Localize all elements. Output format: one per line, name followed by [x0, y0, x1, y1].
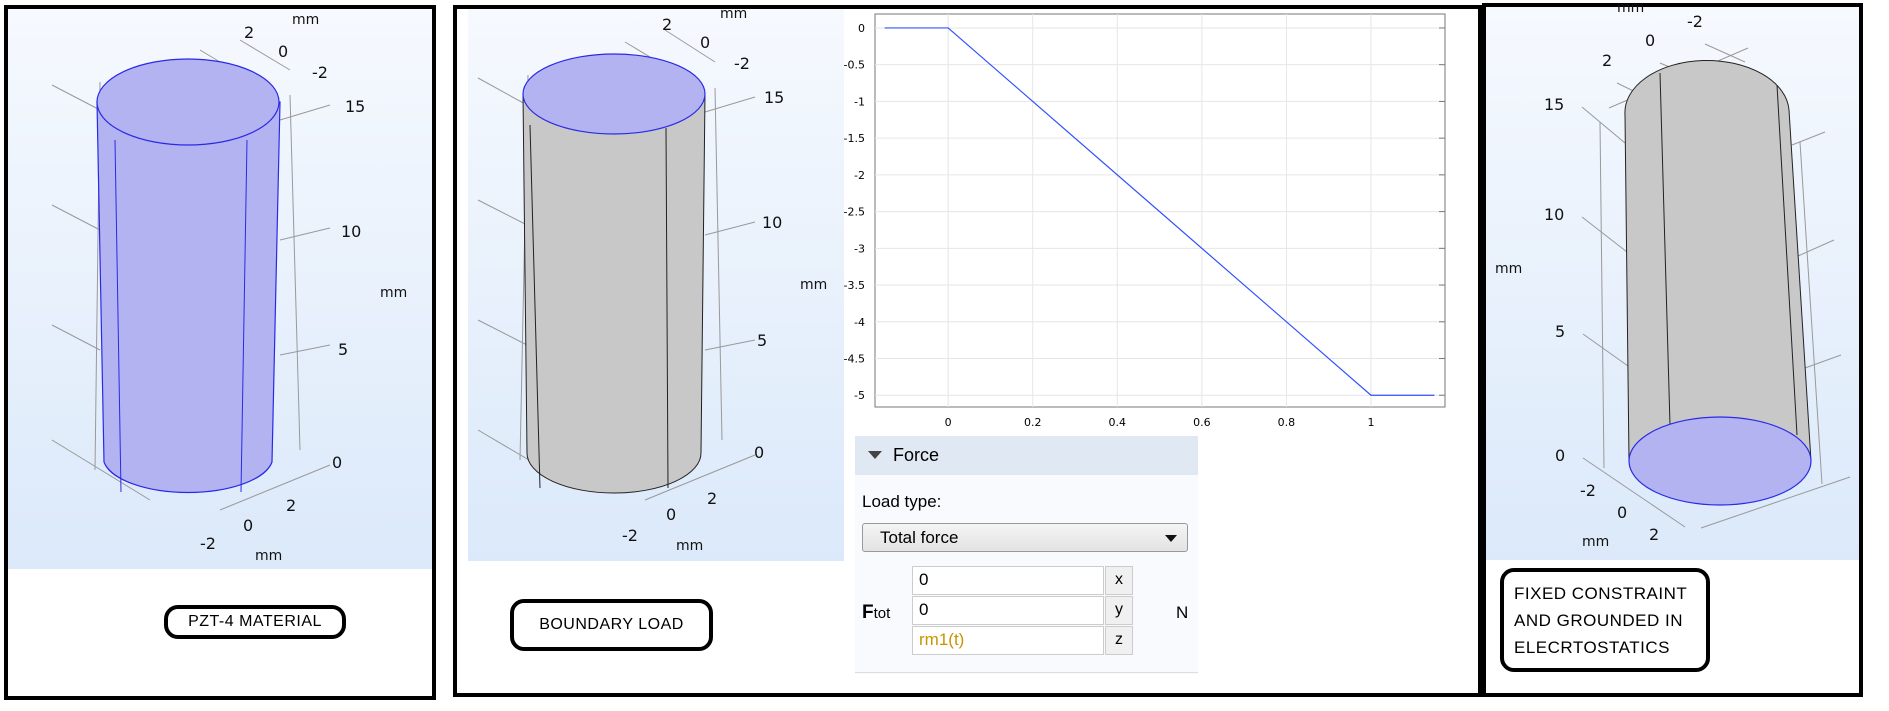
axis-tick: -2 [1687, 12, 1703, 31]
axis-tick: 0 [700, 33, 710, 52]
y-tick-label: -1 [854, 95, 865, 108]
component-label-z: z [1105, 626, 1133, 655]
y-tick-label: -2.5 [844, 206, 865, 219]
load-type-select[interactable]: Total force [862, 523, 1188, 552]
top-face-selected[interactable] [522, 53, 706, 135]
x-tick-label: 0.8 [1278, 416, 1296, 429]
axis-tick: 2 [1602, 51, 1612, 70]
force-z-input[interactable]: rm1(t) [912, 626, 1104, 655]
axis-unit: mm [1495, 261, 1522, 277]
x-tick-label: 0.2 [1024, 416, 1042, 429]
x-tick-label: 0 [945, 416, 952, 429]
force-y-input[interactable]: 0 [912, 596, 1104, 625]
y-tick-label: -1.5 [844, 132, 865, 145]
axis-tick: 0 [666, 505, 676, 524]
y-tick-label: 0 [858, 22, 865, 35]
y-tick-label: -4 [854, 316, 865, 329]
axis-tick: 5 [1555, 322, 1565, 341]
axis-tick: 2 [662, 15, 672, 34]
label-boundary-load: BOUNDARY LOAD [510, 599, 713, 651]
collapse-triangle-icon[interactable] [868, 451, 882, 459]
graphics-view-boundary-load[interactable]: mm 2 0 -2 15 10 5 0 mm 2 0 -2 mm [468, 6, 844, 561]
axis-tick: -2 [622, 526, 638, 545]
axis-unit: mm [1582, 534, 1609, 550]
y-tick-label: -3.5 [844, 279, 865, 292]
label-line: FIXED CONSTRAINT [1514, 583, 1688, 603]
axis-tick: -2 [200, 534, 216, 553]
axis-tick: 2 [707, 489, 717, 508]
section-title: Force [893, 445, 940, 465]
axis-unit: mm [720, 6, 747, 22]
axis-tick: -2 [734, 54, 750, 73]
y-tick-label: -4.5 [844, 353, 865, 366]
panel-material [4, 5, 436, 700]
section-header-force[interactable]: Force [855, 436, 1198, 475]
force-x-input[interactable]: 0 [912, 566, 1104, 595]
label-pzt4-material: PZT-4 MATERIAL [164, 605, 346, 639]
axis-tick: 0 [332, 453, 342, 472]
unit-label: N [1176, 603, 1189, 622]
cylinder-selected[interactable] [96, 58, 281, 494]
axis-unit: mm [800, 277, 827, 293]
graphics-view-material[interactable]: 2 0 -2 mm 15 10 5 0 mm 2 0 -2 mm [8, 9, 432, 569]
axis-tick: 0 [1645, 31, 1655, 50]
panel-boundary-load [453, 5, 1482, 697]
ramp-function-plot[interactable]: 0 0.2 0.4 0.6 0.8 10-0.5-1-1.5-2-2.5-3-3.5-4-… [0, 0, 1889, 440]
axis-tick: 10 [341, 222, 361, 241]
force-settings-panel: Force Load type: Total force Ftot 0 x 0 … [855, 436, 1198, 674]
vector-subscript: tot [873, 605, 891, 622]
axis-tick: 15 [1544, 95, 1564, 114]
force-vector-label: Ftot [862, 602, 890, 624]
axis-unit: mm [1617, 0, 1644, 16]
axis-tick: 2 [286, 496, 296, 515]
label-fixed-constraint: FIXED CONSTRAINT AND GROUNDED IN ELECRTO… [1500, 568, 1710, 672]
axis-tick: 0 [1555, 446, 1565, 465]
x-tick-label: 0.6 [1193, 416, 1211, 429]
component-label-y: y [1105, 596, 1133, 625]
axis-unit: mm [380, 285, 407, 301]
graphics-view-fixed-constraint[interactable]: mm 2 0 -2 15 10 5 0 mm -2 0 2 mm [1486, 0, 1859, 560]
cylinder-domain[interactable] [1624, 59, 1812, 506]
axis-tick: 0 [278, 42, 288, 61]
label-line: ELECRTOSTATICS [1514, 637, 1670, 657]
bottom-face-selected[interactable] [1628, 416, 1812, 506]
label-text: BOUNDARY LOAD [539, 616, 684, 633]
panel-fixed-constraint [1482, 3, 1863, 697]
axis-tick: 10 [762, 213, 782, 232]
axis-tick: 15 [764, 88, 784, 107]
x-tick-label: 1 [1368, 416, 1375, 429]
axis-tick: 2 [1649, 525, 1659, 544]
y-tick-label: -0.5 [844, 59, 865, 72]
data-line [884, 27, 1435, 396]
axis-tick: 0 [1617, 503, 1627, 522]
axis-unit: mm [676, 538, 703, 554]
plot-area [874, 13, 1446, 408]
axis-tick: -2 [1580, 481, 1596, 500]
cylinder-domain[interactable] [522, 53, 706, 494]
axis-tick: 15 [345, 97, 365, 116]
axis-tick: 5 [338, 340, 348, 359]
component-label-x: x [1105, 566, 1133, 595]
x-tick-label: 0.4 [1109, 416, 1127, 429]
axis-unit: mm [255, 548, 282, 564]
y-tick-label: -3 [854, 242, 865, 255]
axis-tick: 0 [754, 443, 764, 462]
y-tick-label: -2 [854, 169, 865, 182]
vector-symbol: F [862, 602, 874, 623]
y-tick-label: -5 [854, 389, 865, 402]
axis-tick: 0 [243, 516, 253, 535]
axis-tick: 5 [757, 331, 767, 350]
divider [855, 672, 1198, 673]
axis-tick: 2 [244, 23, 254, 42]
load-type-label: Load type: [862, 492, 942, 511]
label-text: PZT-4 MATERIAL [188, 613, 322, 630]
axis-tick: 10 [1544, 205, 1564, 224]
dropdown-arrow-icon [1165, 535, 1177, 542]
axis-unit: mm [292, 12, 319, 28]
axis-tick: -2 [312, 63, 328, 82]
label-line: AND GROUNDED IN [1514, 610, 1684, 630]
load-type-value: Total force [880, 528, 959, 547]
